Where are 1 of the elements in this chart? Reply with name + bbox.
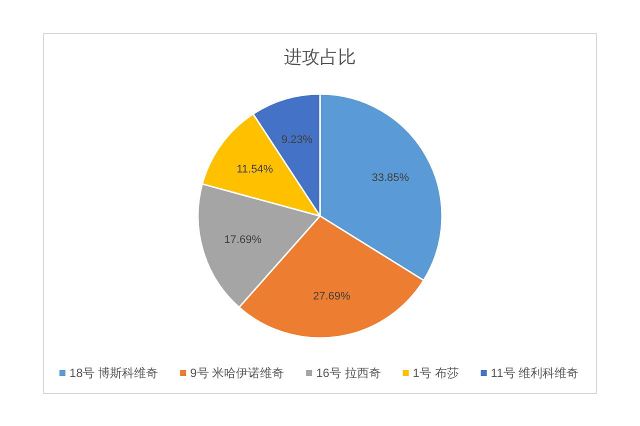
title: 进攻占比	[284, 47, 356, 67]
